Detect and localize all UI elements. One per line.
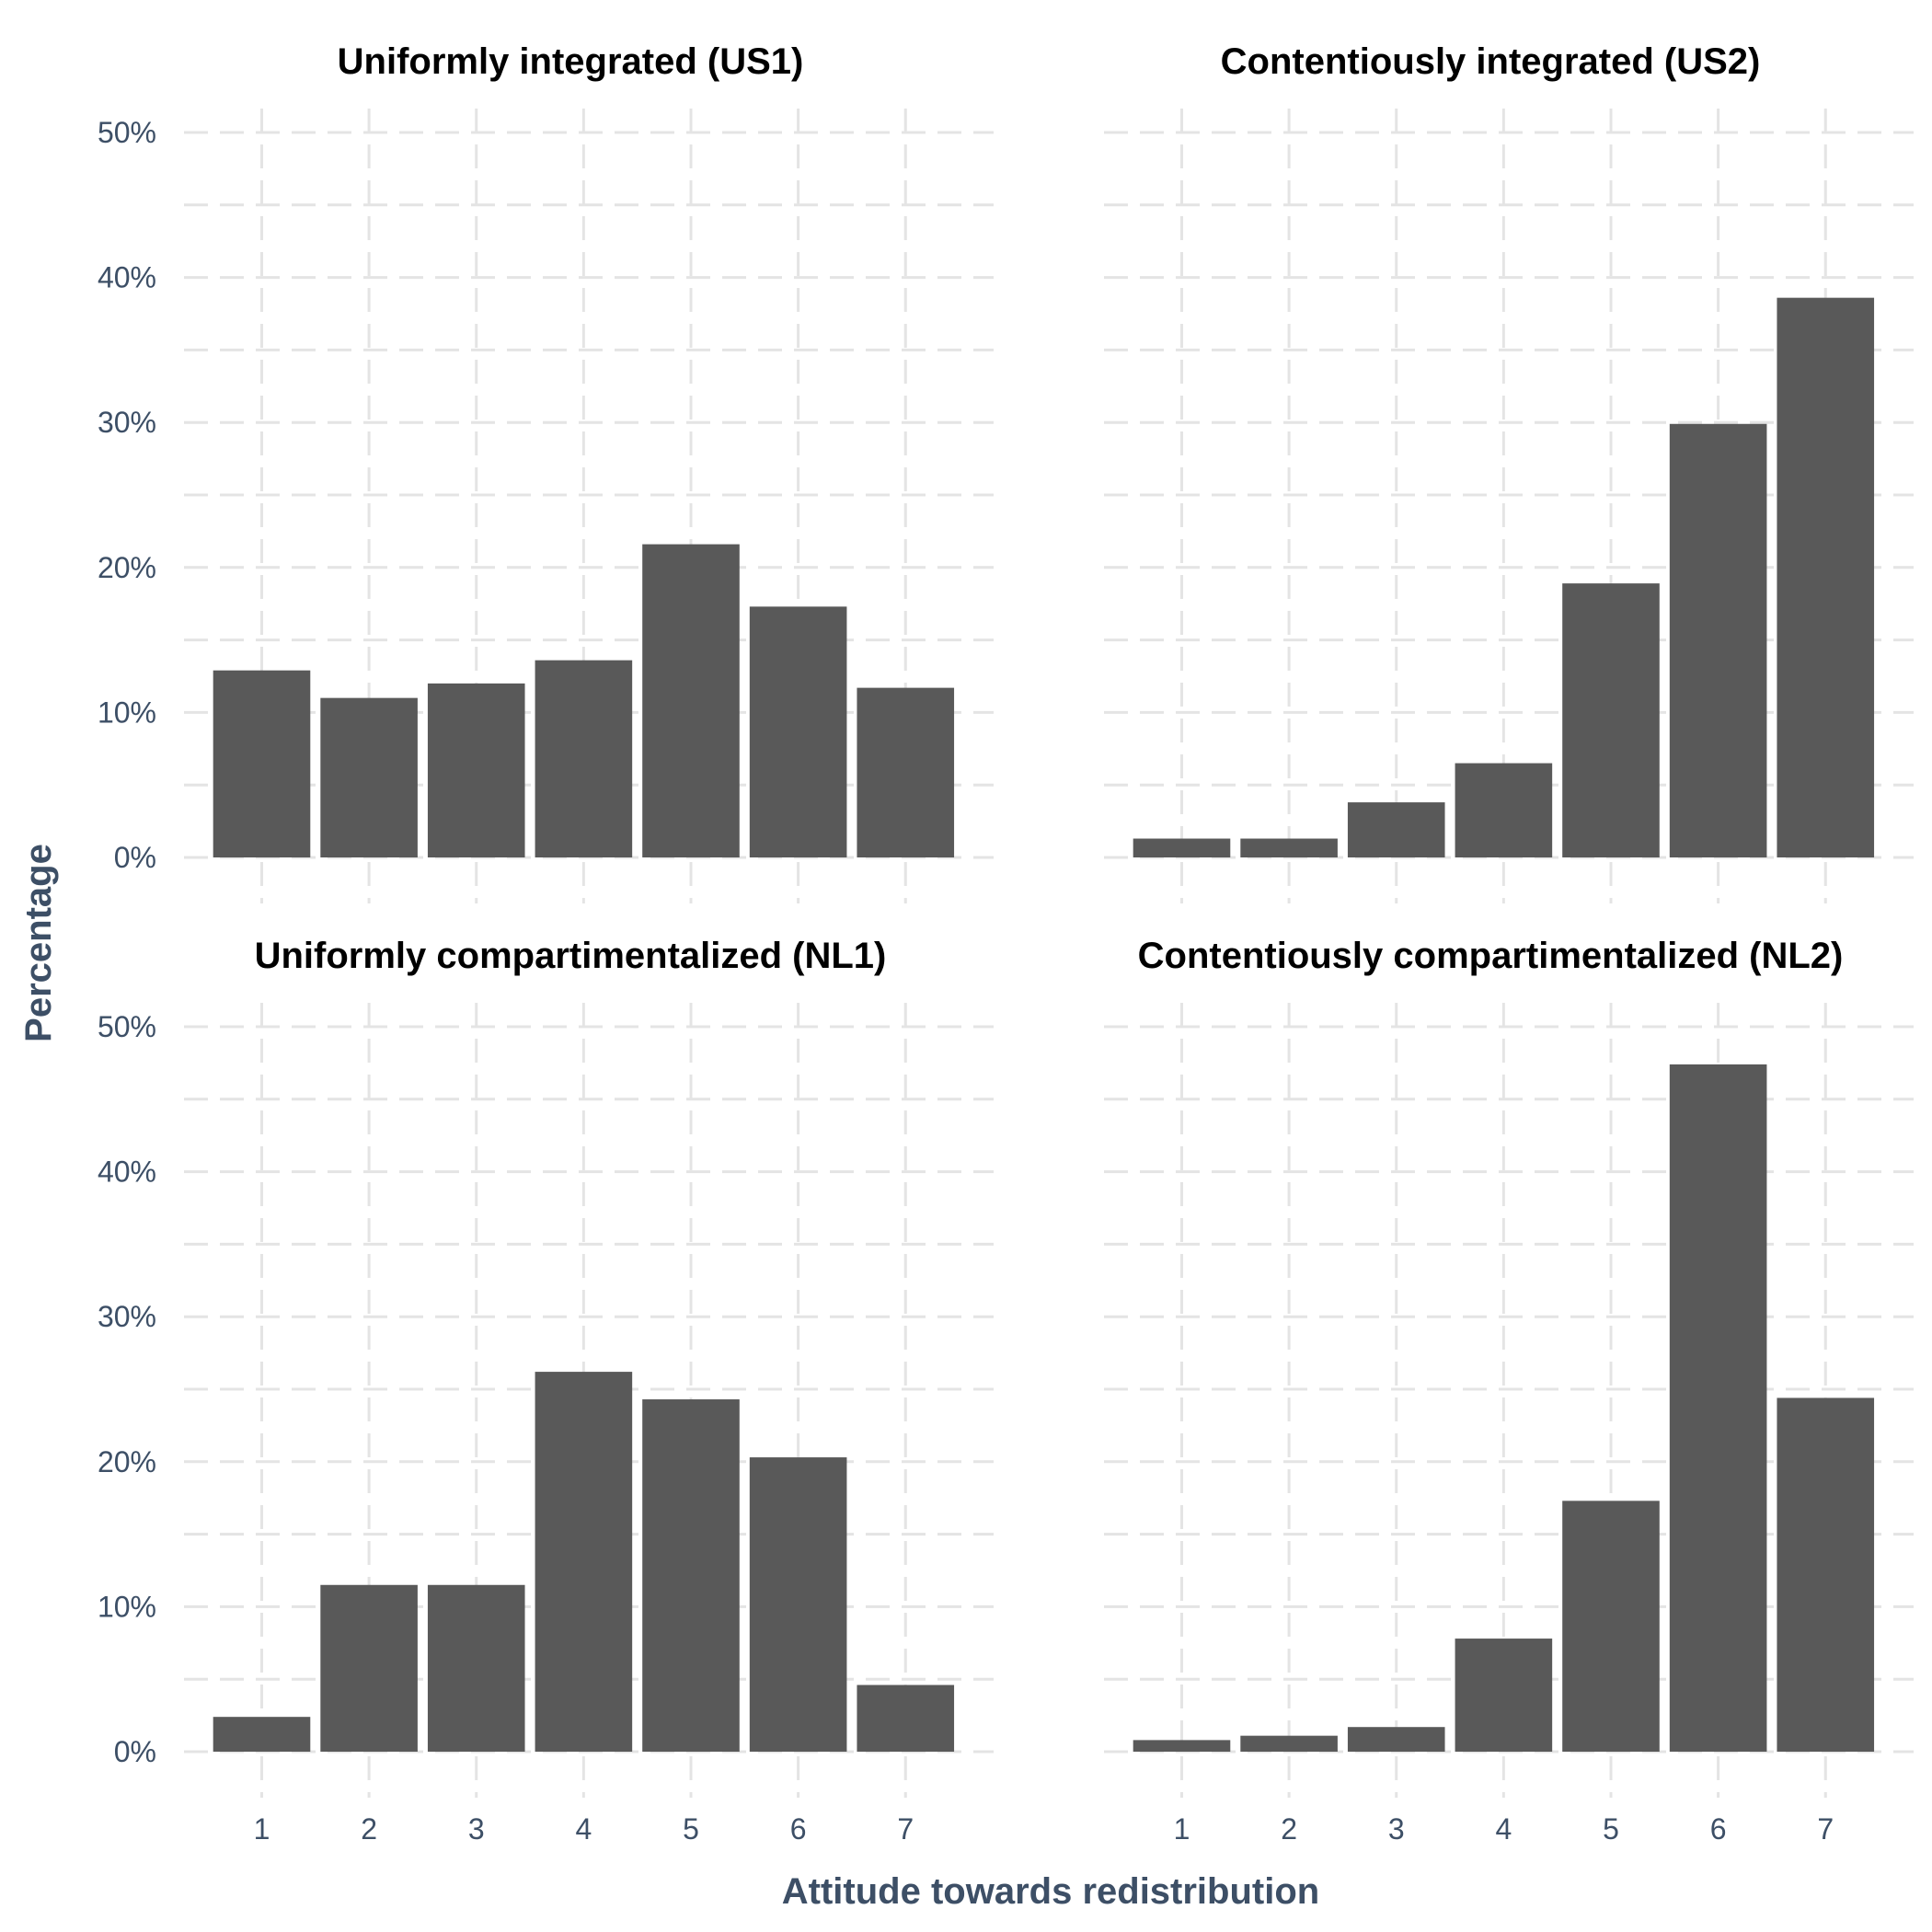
- bar: [427, 683, 525, 857]
- x-axis-label: Attitude towards redistribution: [782, 1871, 1319, 1912]
- bar: [535, 1372, 633, 1752]
- y-axis-label: Percentage: [18, 844, 59, 1042]
- bar: [1562, 583, 1660, 857]
- bar: [642, 544, 740, 857]
- x-tick-label: 3: [468, 1812, 485, 1846]
- bar: [1347, 1727, 1445, 1752]
- bar: [749, 1457, 847, 1752]
- bar: [213, 670, 311, 857]
- y-tick-label: 40%: [98, 1156, 156, 1189]
- bar: [213, 1717, 311, 1752]
- bar: [1133, 1740, 1231, 1752]
- x-tick-label: 4: [575, 1812, 592, 1846]
- facet-title: Contentiously compartimentalized (NL2): [1138, 936, 1844, 976]
- bar: [857, 687, 955, 857]
- x-tick-label: 6: [1710, 1812, 1727, 1846]
- bar: [1777, 297, 1875, 857]
- y-tick-label: 20%: [98, 1445, 156, 1478]
- bar: [320, 697, 418, 857]
- x-tick-label: 4: [1495, 1812, 1512, 1846]
- y-tick-label: 0%: [114, 841, 156, 874]
- facet-title: Contentiously integrated (US2): [1221, 41, 1761, 82]
- y-tick-label: 40%: [98, 261, 156, 294]
- y-tick-label: 50%: [98, 116, 156, 149]
- y-tick-label: 10%: [98, 696, 156, 729]
- y-tick-label: 10%: [98, 1590, 156, 1623]
- facet-panel: Uniformly integrated (US1) 0% 10% 20% 30% 40%…: [98, 41, 994, 903]
- x-tick-label: 5: [683, 1812, 699, 1846]
- x-tick-label: 6: [790, 1812, 807, 1846]
- bar: [1455, 1639, 1553, 1752]
- facet-panel: Uniformly compartimentalized (NL1) 0% 10% 2…: [98, 936, 994, 1846]
- x-tick-label: 7: [1817, 1812, 1834, 1846]
- bar: [1240, 1735, 1338, 1752]
- bar: [1562, 1501, 1660, 1752]
- facet-panel: Contentiously integrated (US2): [1104, 41, 1914, 903]
- y-tick-label: 30%: [98, 406, 156, 439]
- bar: [1133, 838, 1231, 857]
- bar: [320, 1584, 418, 1752]
- x-tick-label: 1: [1174, 1812, 1190, 1846]
- x-tick-label: 3: [1388, 1812, 1405, 1846]
- x-tick-label: 2: [1281, 1812, 1297, 1846]
- facet-title: Uniformly compartimentalized (NL1): [255, 936, 887, 976]
- x-tick-label: 5: [1603, 1812, 1619, 1846]
- x-tick-label: 2: [361, 1812, 377, 1846]
- y-tick-label: 0%: [114, 1735, 156, 1768]
- bar: [642, 1399, 740, 1752]
- bar: [1240, 838, 1338, 857]
- bar: [1777, 1397, 1875, 1752]
- bar: [1347, 802, 1445, 857]
- facet-panel: Contentiously compartimentalized (NL2) 1 2…: [1104, 936, 1914, 1846]
- bar: [1669, 423, 1767, 857]
- x-tick-label: 1: [254, 1812, 270, 1846]
- bar: [1455, 763, 1553, 857]
- bar: [1669, 1064, 1767, 1752]
- bar: [749, 606, 847, 857]
- x-tick-label: 7: [897, 1812, 914, 1846]
- bar: [857, 1685, 955, 1752]
- y-tick-label: 20%: [98, 551, 156, 584]
- facet-title: Uniformly integrated (US1): [338, 41, 804, 82]
- bar: [535, 660, 633, 857]
- y-tick-label: 50%: [98, 1010, 156, 1043]
- y-tick-label: 30%: [98, 1300, 156, 1333]
- bar: [427, 1584, 525, 1752]
